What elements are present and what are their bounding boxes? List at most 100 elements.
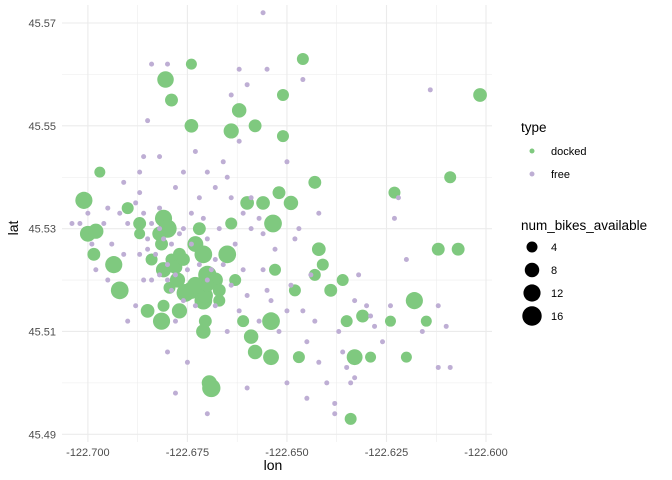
free-station-point [165, 61, 171, 67]
free-station-point [149, 61, 155, 67]
x-tick-label: -122.625 [365, 447, 408, 459]
docked-station-point [269, 263, 282, 276]
free-station-point [105, 205, 111, 211]
docked-station-point [225, 217, 238, 230]
free-station-point [284, 159, 290, 165]
free-station-point [244, 385, 250, 391]
grid-major [62, 5, 492, 442]
legend-type-title: type [521, 120, 547, 135]
free-station-point [276, 328, 282, 334]
docked-station-point [231, 103, 247, 118]
legend-docked-label: docked [551, 146, 586, 158]
free-station-point [192, 149, 198, 155]
free-station-point [141, 277, 147, 283]
docked-station-point [152, 312, 171, 330]
docked-station-point [272, 186, 286, 200]
docked-station-point [264, 214, 282, 233]
docked-station-point [185, 58, 197, 70]
free-station-point [204, 411, 210, 417]
docked-station-point [292, 351, 305, 364]
free-station-point [157, 272, 163, 278]
legend-size-12-label: 12 [551, 288, 563, 300]
free-station-point [172, 318, 178, 324]
free-station-point [260, 267, 266, 273]
free-station-point [419, 328, 425, 334]
free-station-point [364, 303, 370, 309]
x-axis-title: lon [264, 457, 283, 473]
docked-station-point [283, 195, 299, 211]
free-station-point [165, 277, 171, 283]
docked-station-point [324, 283, 338, 297]
free-station-point [168, 241, 174, 247]
docked-station-point [356, 309, 370, 323]
docked-station-point [444, 171, 457, 184]
free-station-point [236, 308, 242, 314]
docked-station-point [262, 312, 280, 331]
free-station-point [403, 256, 409, 262]
free-station-point [300, 308, 306, 314]
free-station-point [149, 221, 155, 226]
docked-station-point [248, 119, 262, 133]
free-station-point [105, 277, 111, 283]
docked-station-point [276, 88, 289, 101]
docked-station-point [296, 52, 309, 65]
free-station-point [312, 318, 318, 324]
docked-station-point [75, 191, 93, 209]
free-station-point [304, 339, 310, 345]
free-station-point [85, 210, 91, 216]
free-station-point [244, 292, 250, 298]
free-station-point [240, 210, 246, 216]
docked-station-point [198, 314, 212, 328]
free-station-point [192, 303, 198, 309]
free-station-point [240, 267, 246, 273]
free-station-point [387, 303, 393, 309]
legend-size-16-swatch [522, 306, 542, 326]
free-station-point [204, 169, 210, 175]
docked-station-point [344, 412, 357, 425]
free-station-point [125, 221, 131, 226]
docked-station-point [121, 202, 134, 215]
docked-station-point [194, 245, 213, 264]
free-station-point [256, 318, 262, 324]
free-station-point [268, 298, 274, 304]
free-station-point [93, 267, 99, 273]
free-station-point [101, 221, 107, 226]
docked-station-point [263, 349, 279, 366]
docked-station-point [431, 242, 445, 256]
docked-station-point [202, 378, 221, 398]
free-station-point [232, 241, 238, 247]
y-tick-label: 45.51 [28, 326, 56, 338]
free-station-point [69, 221, 75, 226]
docked-station-point [171, 303, 188, 319]
free-station-point [184, 359, 190, 365]
free-station-point [208, 267, 214, 273]
free-station-point [141, 210, 147, 216]
docked-station-point [247, 344, 263, 360]
free-station-point [184, 267, 190, 273]
free-station-point [272, 246, 278, 252]
free-station-point [121, 179, 127, 185]
docked-station-point [218, 245, 237, 264]
docked-station-point [420, 315, 432, 327]
free-station-point [137, 190, 143, 196]
free-station-point [443, 323, 449, 329]
free-station-point [121, 251, 127, 257]
free-station-point [308, 272, 314, 278]
free-station-point [256, 215, 262, 221]
free-station-point [157, 226, 163, 232]
free-station-point [228, 195, 234, 201]
free-station-point [145, 236, 151, 242]
docked-station-point [196, 324, 211, 339]
legend-size-title: num_bikes_available [521, 218, 647, 233]
legend-free-label: free [551, 169, 570, 181]
free-station-point [356, 272, 362, 278]
free-station-point [300, 77, 306, 83]
docked-station-point [192, 222, 206, 236]
free-station-point [224, 328, 230, 334]
docked-station-point [110, 281, 129, 300]
free-station-point [157, 154, 163, 160]
free-station-point [172, 390, 178, 396]
free-station-point [157, 205, 163, 211]
legend-size-4-swatch [526, 241, 538, 253]
